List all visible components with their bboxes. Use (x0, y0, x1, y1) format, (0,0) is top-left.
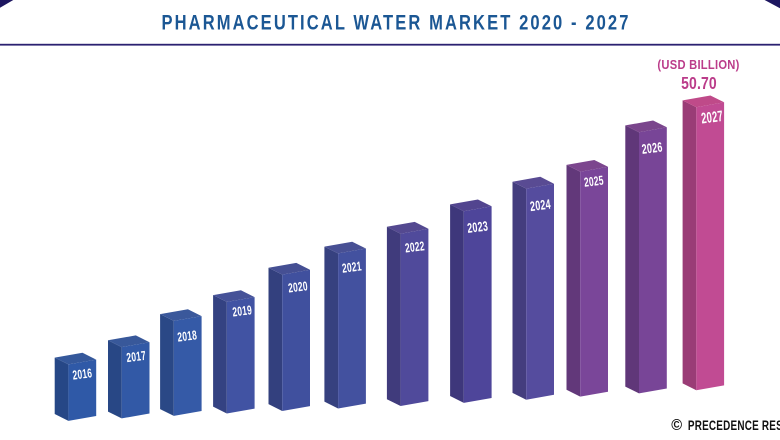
svg-text:2022: 2022 (404, 239, 425, 256)
svg-text:50.70: 50.70 (681, 73, 717, 93)
svg-text:2019: 2019 (232, 303, 253, 320)
svg-text:2024: 2024 (529, 198, 552, 215)
svg-text:2026: 2026 (641, 141, 663, 158)
svg-text:PHARMACEUTICAL WATER MARKET 20: PHARMACEUTICAL WATER MARKET 2020 - 2027 (161, 12, 630, 35)
svg-text:2018: 2018 (177, 329, 198, 346)
svg-text:2017: 2017 (126, 349, 147, 366)
svg-text:2027: 2027 (700, 108, 724, 127)
svg-text:2025: 2025 (583, 174, 604, 191)
svg-text:©: © (671, 417, 682, 434)
svg-text:PRECEDENCE RESEARCH: PRECEDENCE RESEARCH (688, 418, 780, 434)
svg-text:(USD BILLION): (USD BILLION) (657, 57, 739, 72)
svg-text:2021: 2021 (341, 260, 362, 277)
svg-text:2023: 2023 (467, 220, 489, 237)
svg-text:2016: 2016 (72, 367, 93, 384)
svg-text:2020: 2020 (287, 279, 308, 296)
